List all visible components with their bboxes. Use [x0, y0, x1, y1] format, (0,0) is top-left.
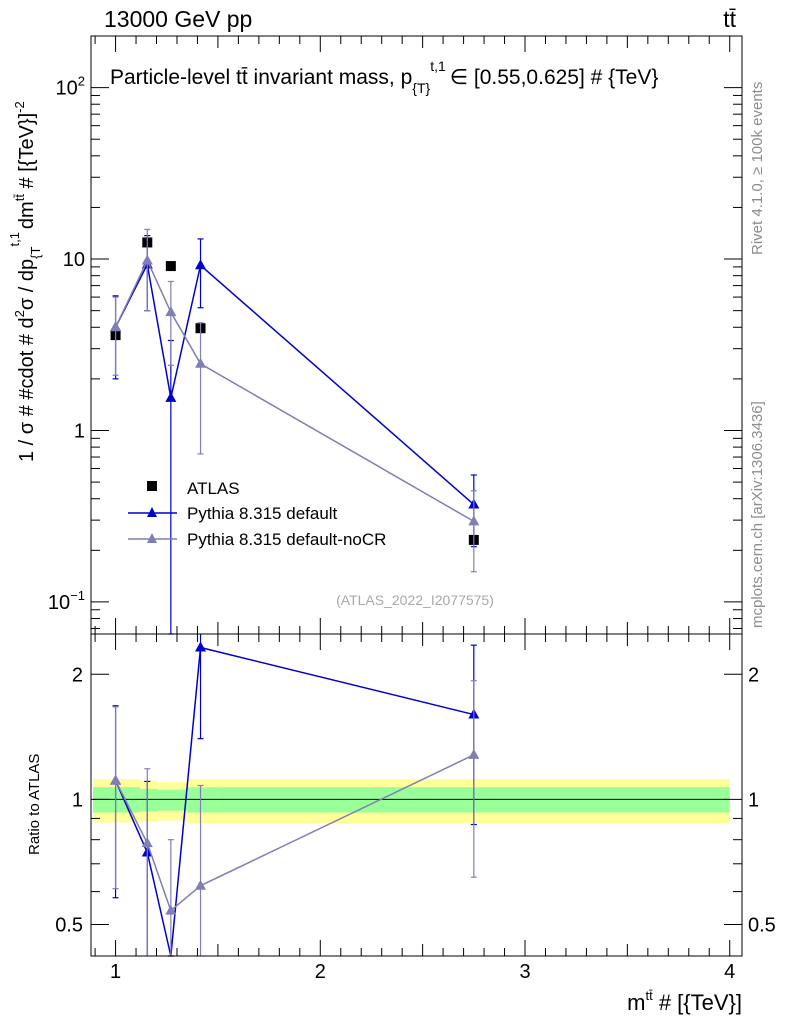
ratio-mc-point-1	[468, 748, 480, 759]
legend-marker-default	[147, 507, 157, 517]
plot-title-sub: {T}	[412, 80, 430, 96]
ratio-mc-point-1	[165, 904, 177, 915]
main-mc-line-1	[114, 262, 475, 506]
y-axis-label: 1 / σ # #cdot # d2σ / dp{Tt,1dmtt̄ # [{T…	[7, 101, 43, 462]
main-mc-point-2	[165, 306, 177, 317]
x-axis-label: mtt̄ # [{TeV}]	[627, 988, 742, 1015]
ratio-uncertainty-bands	[93, 778, 730, 824]
ratio-mc-point-1	[141, 837, 153, 848]
main-mc-point-2	[195, 357, 207, 368]
main-ytick-label: 10	[63, 249, 85, 271]
legend-marker-atlas	[147, 481, 157, 491]
ratio-mc-line-1	[114, 754, 475, 912]
plot-title-sup: t,1	[430, 58, 446, 74]
legend-marker-nocr	[147, 533, 157, 543]
ratio-mc-point-1	[195, 879, 207, 890]
main-data-point	[165, 261, 176, 272]
main-mc-point-2	[141, 254, 153, 265]
ratio-band-inner-1	[140, 788, 158, 812]
main-mc-point-1	[195, 259, 207, 270]
main-ytick-label: 102	[56, 74, 85, 100]
legend-label-atlas: ATLAS	[187, 479, 240, 498]
ratio-ytick-label-right: 2	[748, 664, 759, 686]
ratio-xtick-label: 1	[110, 961, 121, 983]
header-process: tt̄	[723, 6, 736, 32]
main-mc-point-2	[468, 515, 480, 526]
ratio-mc-point-0	[195, 641, 207, 652]
ratio-ytick-label-left: 1	[72, 789, 83, 811]
plot-title: Particle-level tt̄ invariant mass, p{T}t…	[110, 58, 658, 96]
plot-title-main: Particle-level tt̄ invariant mass, p	[110, 66, 412, 89]
axis-ticks: 10−1 1 10 102 1 2 3 4 0.5 0.5 1 1 2 2	[48, 35, 776, 983]
ratio-ytick-label-left: 0.5	[55, 915, 83, 937]
header-energy: 13000 GeV pp	[104, 6, 252, 32]
ratio-xtick-label: 4	[724, 961, 735, 983]
ratio-ytick-label-right: 0.5	[748, 915, 776, 937]
ratio-mc-point-1	[110, 774, 122, 785]
plot-title-tail: ∈ [0.55,0.625] # {TeV}	[450, 66, 659, 89]
ratio-ytick-label-left: 2	[72, 664, 83, 686]
main-mc-point-2	[110, 321, 122, 332]
watermark: (ATLAS_2022_I2077575)	[336, 592, 494, 608]
legend: ATLAS Pythia 8.315 default Pythia 8.315 …	[128, 479, 386, 549]
rivet-version: Rivet 4.1.0, ≥ 100k events	[749, 82, 766, 255]
main-ytick-label: 10−1	[48, 588, 85, 614]
ratio-xtick-label: 2	[315, 961, 326, 983]
main-plot-marks	[110, 228, 480, 635]
ratio-band-inner-2	[157, 789, 188, 811]
main-mc-point-1	[165, 391, 177, 402]
legend-label-default: Pythia 8.315 default	[187, 504, 338, 523]
main-ytick-label: 1	[74, 420, 85, 442]
ratio-frame	[90, 633, 743, 957]
ratio-ytick-label-right: 1	[748, 789, 759, 811]
ratio-y-label: Ratio to ATLAS	[26, 754, 43, 855]
mcplots-credit: mcplots.cern.ch [arXiv:1306.3436]	[749, 401, 766, 628]
ratio-xtick-label: 3	[519, 961, 530, 983]
legend-label-nocr: Pythia 8.315 default-noCR	[187, 530, 386, 549]
